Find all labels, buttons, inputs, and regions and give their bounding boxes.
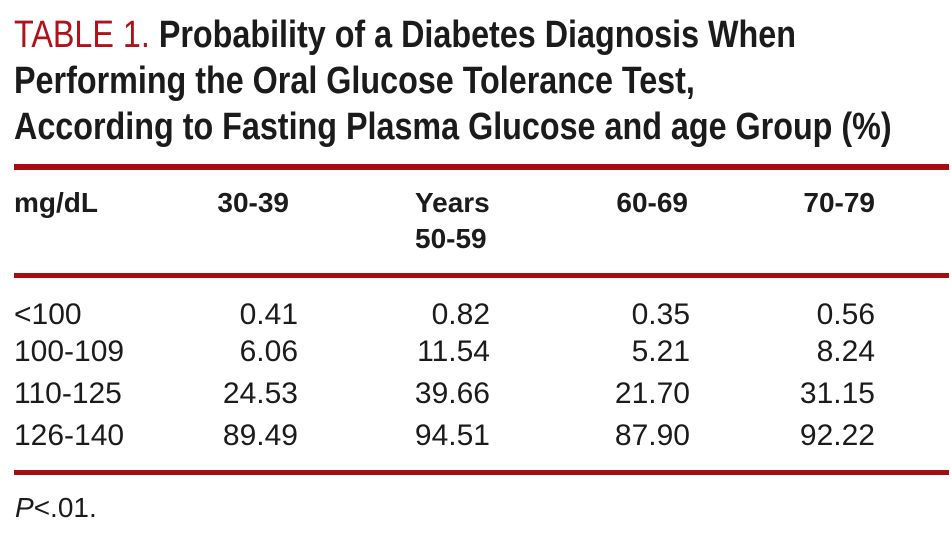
table-cell: 0.41	[239, 298, 298, 331]
top-rule	[14, 164, 949, 170]
row-label: 110-125	[14, 377, 122, 410]
table-cell: 0.82	[431, 298, 490, 331]
p-symbol: P	[15, 492, 34, 523]
column-header-60-69: 60-69	[616, 187, 688, 218]
column-header-years: Years	[415, 187, 490, 218]
title-text-part-1: Probability of a Diabetes Diagnosis When	[158, 14, 796, 56]
title-line-3: According to Fasting Plasma Glucose and …	[14, 106, 892, 148]
table-cell: 89.49	[222, 419, 298, 452]
row-label: 126-140	[14, 419, 125, 452]
table-title: TABLE 1. Probability of a Diabetes Diagn…	[14, 12, 892, 150]
table-cell: 24.53	[222, 377, 298, 410]
table-cell: 11.54	[417, 335, 490, 368]
title-line-2: Performing the Oral Glucose Tolerance Te…	[14, 60, 695, 102]
table-cell: 8.24	[816, 335, 875, 368]
table-cell: 0.56	[816, 298, 875, 331]
table-number-label: TABLE 1.	[14, 14, 150, 56]
table-cell: 5.21	[631, 335, 690, 368]
table-cell: 31.15	[799, 377, 875, 410]
p-value-footnote: P<.01.	[15, 492, 97, 524]
title-line-1: TABLE 1. Probability of a Diabetes Diagn…	[14, 12, 892, 58]
table-cell: 39.66	[414, 377, 490, 410]
table-cell: 87.90	[614, 419, 690, 452]
header-divider-rule	[14, 273, 949, 278]
p-value-text: <.01.	[33, 492, 97, 523]
table-cell: 0.35	[631, 298, 690, 331]
column-header-70-79: 70-79	[803, 187, 875, 218]
table-cell: 94.51	[414, 419, 490, 452]
column-header-30-39: 30-39	[217, 187, 289, 218]
column-header-50-59: 50-59	[415, 223, 487, 254]
table-cell: 21.70	[614, 377, 690, 410]
table-cell: 92.22	[799, 419, 875, 452]
row-label: <100	[14, 298, 82, 331]
row-label: 100-109	[14, 335, 125, 368]
table-cell: 6.06	[239, 335, 298, 368]
bottom-rule	[14, 470, 949, 475]
column-header-mgdl: mg/dL	[14, 187, 98, 218]
